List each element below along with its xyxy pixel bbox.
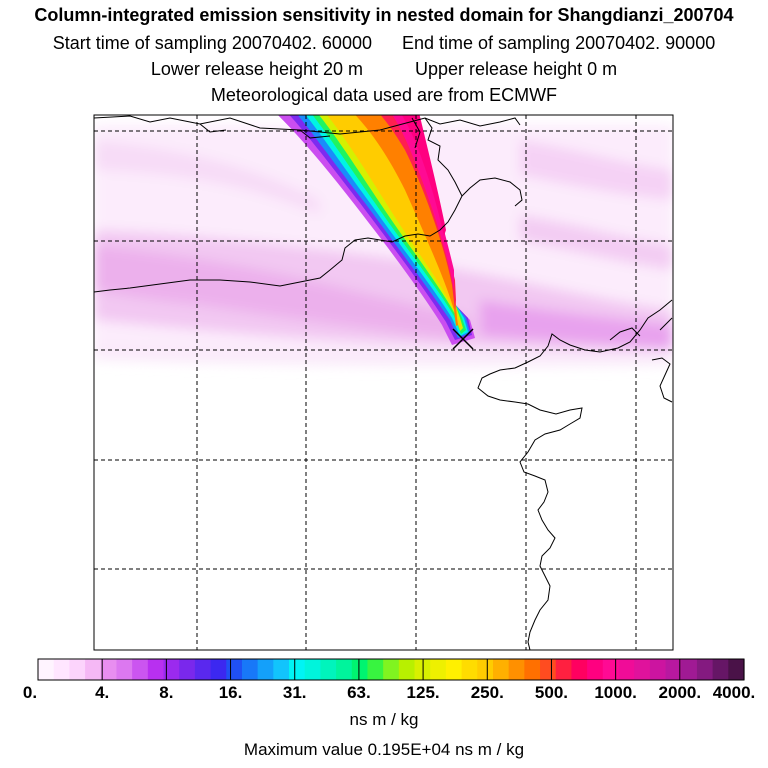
plume (277, 115, 475, 345)
lower-release-label: Lower release height 20 m (150, 59, 363, 79)
colorbar-segment (351, 659, 369, 680)
colorbar-segment (53, 659, 70, 680)
colorbar-segment (69, 659, 86, 680)
colorbar-segment (289, 659, 306, 680)
colorbar-segment (477, 659, 494, 680)
colorbar-tick-label: 16. (218, 683, 243, 702)
colorbar-tick-label: 31. (282, 683, 307, 702)
colorbar-segment (587, 659, 604, 680)
colorbar-segment (571, 659, 588, 680)
colorbar-segment (179, 659, 196, 680)
colorbar-segment (540, 659, 557, 680)
colorbar-segment (273, 659, 290, 680)
colorbar-tick-label: 63. (347, 683, 371, 702)
receptor-marker (452, 328, 474, 350)
upper-release-label: Upper release height 0 m (415, 59, 618, 79)
start-time-label: Start time of sampling 20070402. 60000 (52, 33, 372, 53)
colorbar-tick-label: 500. (534, 683, 568, 702)
colorbar-segment (649, 659, 667, 680)
colorbar-segment (681, 659, 698, 680)
colorbar-segment (602, 659, 620, 680)
colorbar-units: ns m / kg (349, 710, 419, 729)
colorbar-segment (226, 659, 243, 680)
colorbar-segment (320, 659, 337, 680)
coastlines (94, 115, 673, 650)
colorbar-segment (492, 659, 510, 680)
colorbar-segment (100, 659, 118, 680)
colorbar-tick-label: 2000. (658, 683, 702, 702)
colorbar-segment (241, 659, 259, 680)
colorbar-segment (665, 659, 682, 680)
colorbar-tick-label: 4. (95, 683, 110, 702)
colorbar-segment (210, 659, 227, 680)
colorbar (37, 658, 745, 681)
colorbar-segment (336, 659, 353, 680)
colorbar-segment (163, 659, 180, 680)
map-panel (94, 115, 673, 650)
colorbar-segment (728, 659, 745, 680)
plot-title: Column-integrated emission sensitivity i… (34, 5, 734, 25)
colorbar-segment (430, 659, 447, 680)
grid-lines (94, 115, 673, 650)
sampling-time-line: Start time of sampling 20070402. 60000 En… (0, 33, 768, 54)
colorbar-segment (38, 659, 55, 680)
colorbar-tick-label: 250. (470, 683, 504, 702)
colorbar-segment (383, 659, 400, 680)
colorbar-segment (116, 659, 133, 680)
colorbar-segment (304, 659, 321, 680)
colorbar-segment (508, 659, 525, 680)
colorbar-segment (85, 659, 102, 680)
colorbar-segment (712, 659, 729, 680)
colorbar-segment (257, 659, 274, 680)
colorbar-tick-label: 8. (159, 683, 174, 702)
met-data-label: Meteorological data used are from ECMWF (210, 85, 558, 105)
maximum-value-label: Maximum value 0.195E+04 ns m / kg (243, 740, 525, 759)
colorbar-tick-label: 125. (406, 683, 440, 702)
colorbar-segment (618, 659, 635, 680)
colorbar-segment (555, 659, 573, 680)
colorbar-segment (398, 659, 416, 680)
colorbar-segment (696, 659, 714, 680)
colorbar-segment (132, 659, 149, 680)
colorbar-tick-label: 0. (22, 683, 38, 702)
colorbar-tick-label: 4000. (712, 683, 756, 702)
colorbar-segment (194, 659, 212, 680)
colorbar-segment (524, 659, 541, 680)
map-frame (93, 114, 674, 651)
colorbar-segment (147, 659, 165, 680)
colorbar-tick-label: 1000. (594, 683, 637, 702)
colorbar-segment (634, 659, 651, 680)
colorbar-segment (445, 659, 463, 680)
release-height-line: Lower release height 20 m Upper release h… (0, 59, 768, 80)
colorbar-frame (37, 658, 745, 681)
end-time-label: End time of sampling 20070402. 90000 (401, 33, 716, 53)
colorbar-segment (367, 659, 384, 680)
colorbar-segment (461, 659, 478, 680)
